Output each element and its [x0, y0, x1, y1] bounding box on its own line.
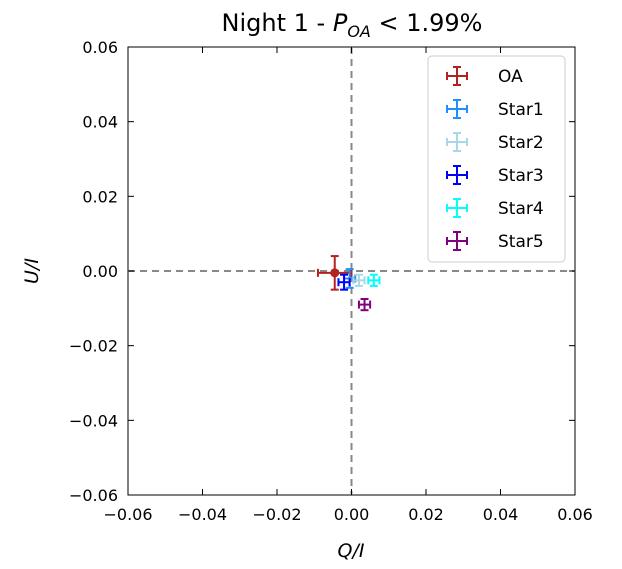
legend-label-star1: Star1 — [498, 100, 544, 120]
legend-box — [427, 55, 566, 263]
x-axis-label: Q/I — [338, 540, 365, 562]
y-tick-label: 0.02 — [82, 187, 118, 206]
data-point-oa — [316, 255, 353, 291]
data-point-star5 — [357, 298, 372, 312]
x-tick-label: 0.04 — [483, 505, 519, 524]
chart-title-subscript: OA — [347, 22, 371, 41]
x-axis-ticks: −0.06 −0.04 −0.02 0.00 0.02 0.04 0.06 — [103, 47, 593, 524]
legend-item-oa: OA — [446, 66, 523, 87]
legend-item-star5: Star5 — [446, 231, 544, 252]
chart-title-text: Night 1 - — [222, 9, 333, 37]
legend-label-oa: OA — [498, 67, 523, 87]
data-point-star4 — [367, 273, 381, 287]
zero-lines — [128, 47, 575, 495]
marker-oa — [330, 268, 340, 278]
chart-title-symbol: P — [333, 9, 348, 37]
chart-title: Night 1 - POA < 1.99% — [222, 9, 483, 41]
y-axis-ticks: −0.06 −0.04 −0.02 0.00 0.02 0.04 0.06 — [69, 38, 575, 505]
legend-item-star2: Star2 — [446, 132, 544, 153]
x-tick-label: 0.02 — [408, 505, 444, 524]
y-axis-label: U/I — [21, 258, 43, 284]
x-tick-label: −0.06 — [103, 505, 152, 524]
data-point-star2 — [352, 273, 366, 287]
y-tick-label: 0.00 — [82, 262, 118, 281]
x-tick-label: −0.04 — [178, 505, 227, 524]
y-tick-label: −0.02 — [69, 337, 118, 356]
x-tick-label: 0.00 — [334, 505, 370, 524]
legend-item-star3: Star3 — [446, 165, 544, 186]
y-tick-label: 0.04 — [82, 113, 118, 132]
y-tick-label: −0.04 — [69, 411, 118, 430]
legend: OA Star1 Star2 Star3 Star4 Star5 — [427, 55, 566, 263]
x-tick-label: −0.02 — [252, 505, 301, 524]
legend-item-star4: Star4 — [446, 198, 544, 219]
x-tick-label: 0.06 — [557, 505, 593, 524]
data-point-star3 — [337, 273, 351, 291]
legend-label-star5: Star5 — [498, 232, 544, 252]
legend-label-star4: Star4 — [498, 199, 544, 219]
legend-items: OA Star1 Star2 Star3 Star4 Star5 — [446, 66, 544, 252]
chart-title-rest: < 1.99% — [371, 9, 483, 37]
legend-label-star3: Star3 — [498, 166, 544, 186]
data-points — [316, 255, 381, 312]
y-tick-label: −0.06 — [69, 486, 118, 505]
y-tick-label: 0.06 — [82, 38, 118, 57]
legend-label-star2: Star2 — [498, 133, 544, 153]
legend-item-star1: Star1 — [446, 99, 544, 120]
